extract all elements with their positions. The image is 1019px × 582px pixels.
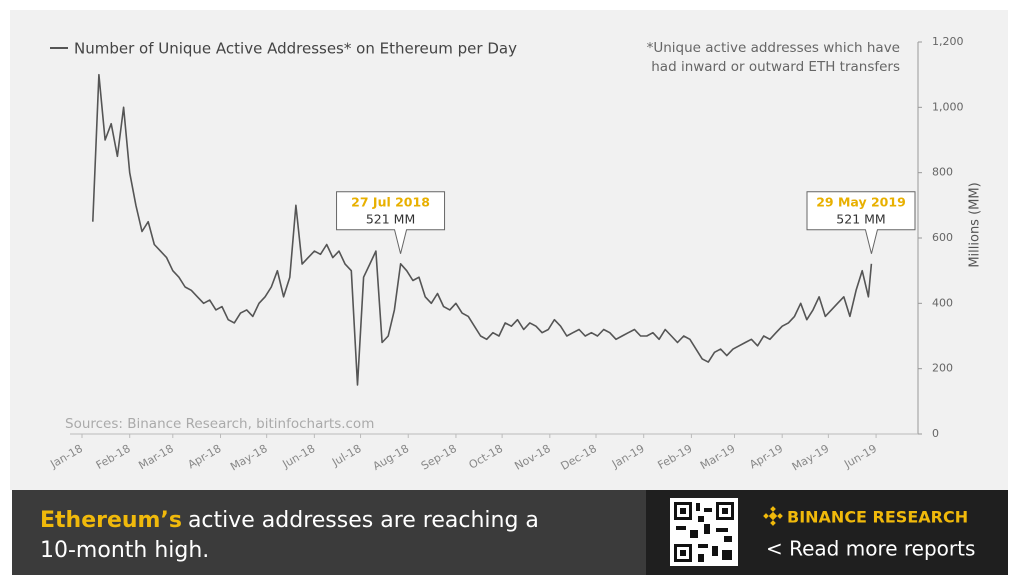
headline: Ethereum’s active addresses are reaching … <box>40 508 539 533</box>
legend-label: Number of Unique Active Addresses* on Et… <box>74 40 517 58</box>
headline-line: 10-month high. <box>40 538 209 563</box>
read-more-link[interactable]: < Read more reports <box>766 537 975 561</box>
annotation-date: 29 May 2019 <box>816 194 906 209</box>
headline-highlight: Ethereum’s <box>40 508 182 533</box>
annotation: 29 May 2019 521 MM <box>806 191 916 254</box>
annotation-box <box>336 191 446 254</box>
y-tick-label: 0 <box>932 427 939 440</box>
annotation: 27 Jul 2018 521 MM <box>336 191 446 254</box>
y-tick-label: 800 <box>932 166 953 179</box>
note: had inward or outward ETH transfers <box>651 59 900 75</box>
note: *Unique active addresses which have <box>647 40 900 56</box>
data-line <box>92 73 873 386</box>
annotation-value: 521 MM <box>836 211 885 226</box>
banner <box>12 490 646 575</box>
brand-logo <box>763 506 783 526</box>
annotation-date: 27 Jul 2018 <box>351 194 430 209</box>
qr-code <box>670 498 738 566</box>
y-tick-label: 1,000 <box>932 100 964 113</box>
y-tick-label: 600 <box>932 231 953 244</box>
annotation-box <box>806 191 916 254</box>
headline-line: active addresses are reaching a <box>188 508 539 533</box>
y-axis-label: Millions (MM) <box>968 182 983 267</box>
annotation-value: 521 MM <box>366 211 415 226</box>
chart-panel <box>10 10 1008 490</box>
source: Sources: Binance Research, bitinfocharts… <box>65 416 374 432</box>
y-tick-label: 1,200 <box>932 35 964 48</box>
y-tick-label: 200 <box>932 362 953 375</box>
brand: BINANCE RESEARCH <box>787 508 968 527</box>
y-tick-label: 400 <box>932 296 953 309</box>
